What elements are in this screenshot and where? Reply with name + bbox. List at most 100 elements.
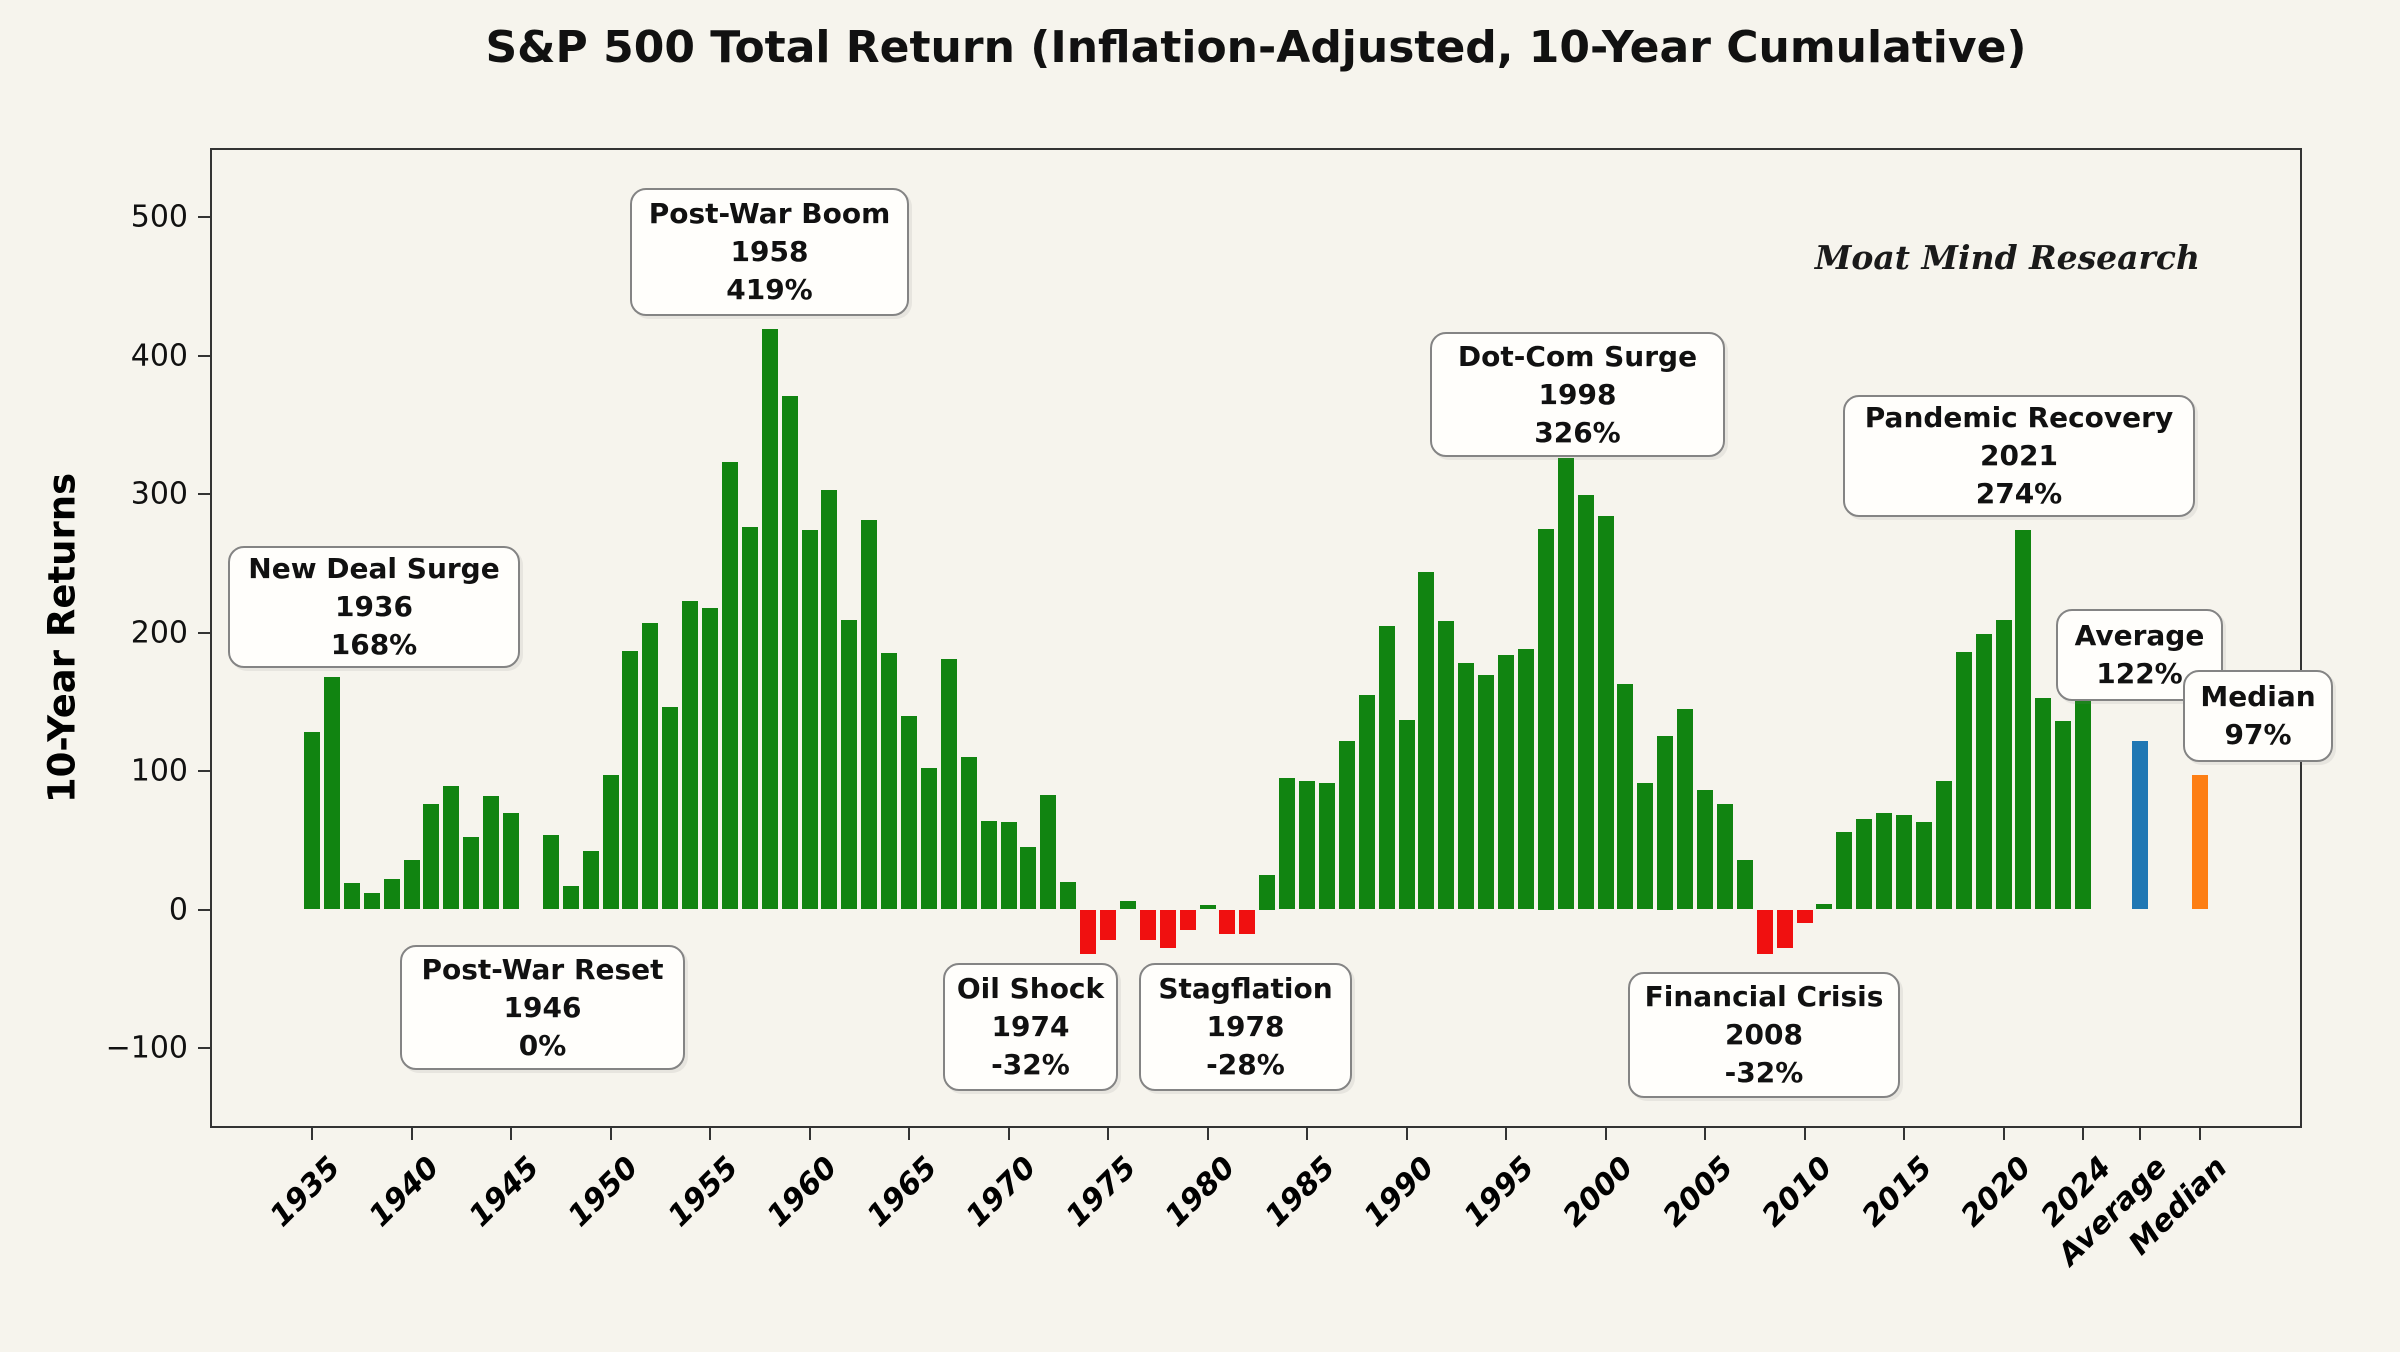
- bar-1953: [662, 707, 679, 910]
- bar-1973: [1060, 881, 1077, 910]
- x-tick-label-1945: 1945: [461, 1150, 546, 1234]
- annotation-line: Post-War Reset: [421, 952, 664, 986]
- annotation-line: Oil Shock: [956, 972, 1105, 1005]
- annotation-line: 1946: [503, 990, 582, 1024]
- bar-2002: [1637, 783, 1654, 910]
- bar-1938: [363, 892, 380, 910]
- bar-1975: [1100, 909, 1116, 940]
- y-tick-label-0: 0: [168, 892, 188, 927]
- x-tick-1980: [1206, 1128, 1209, 1140]
- annotation-line: 0%: [518, 1028, 567, 1062]
- x-tick-1985: [1306, 1128, 1308, 1140]
- bar-Average: [2131, 740, 2148, 910]
- bar-2023: [2055, 721, 2072, 910]
- x-tick-2010: [1803, 1128, 1806, 1140]
- x-tick-Median: [2198, 1128, 2201, 1140]
- bar-1998: [1557, 457, 1574, 910]
- annotation-line: -32%: [1724, 1056, 1804, 1089]
- y-tick-label-−100: −100: [105, 1030, 188, 1066]
- bar-1935: [304, 732, 320, 910]
- x-tick-label-2020: 2020: [1954, 1150, 2039, 1234]
- bar-1991: [1418, 571, 1435, 910]
- bar-1965: [901, 715, 917, 910]
- bar-1954: [682, 600, 699, 910]
- annotation-line: 419%: [726, 273, 813, 306]
- bar-1961: [821, 489, 838, 910]
- bar-1951: [622, 650, 639, 910]
- annotation-line: Median: [2200, 680, 2316, 713]
- bar-1997: [1537, 528, 1554, 910]
- bar-1959: [781, 395, 798, 910]
- bar-2000: [1597, 516, 1614, 910]
- annotation-line: 2021: [1980, 439, 2058, 472]
- bar-Median: [2191, 775, 2208, 910]
- x-tick-Average: [2138, 1128, 2141, 1140]
- x-tick-label-1955: 1955: [660, 1150, 745, 1234]
- bar-2015: [1896, 815, 1912, 910]
- x-tick-2000: [1604, 1128, 1607, 1140]
- chart-title: S&P 500 Total Return (Inflation-Adjusted…: [485, 22, 2027, 73]
- bar-1958: [761, 329, 778, 910]
- x-tick-label-2015: 2015: [1854, 1150, 1939, 1234]
- bar-2001: [1617, 683, 1634, 910]
- bar-1937: [343, 883, 360, 910]
- x-tick-label-1990: 1990: [1357, 1150, 1442, 1234]
- bar-1955: [702, 607, 718, 910]
- x-tick-1970: [1007, 1128, 1010, 1140]
- y-tick-200: [198, 631, 210, 634]
- watermark-text: Moat Mind Research: [1814, 238, 2200, 277]
- bar-2024: [2075, 697, 2092, 910]
- bar-1988: [1358, 694, 1375, 910]
- bar-2008: [1756, 909, 1773, 954]
- bar-1981: [1219, 909, 1236, 935]
- annotation-line: 2008: [1725, 1018, 1803, 1051]
- y-tick-100: [198, 770, 210, 772]
- x-tick-label-1940: 1940: [362, 1150, 447, 1234]
- annotation-new-deal-surge: New Deal Surge 1936 168%: [228, 546, 520, 668]
- x-tick-1990: [1405, 1128, 1408, 1140]
- bar-2010: [1796, 909, 1813, 924]
- x-tick-1995: [1505, 1128, 1507, 1140]
- bar-1990: [1398, 719, 1415, 910]
- bar-2018: [1955, 651, 1972, 910]
- annotation-dot-com-surge: Dot-Com Surge 1998 326%: [1430, 332, 1725, 457]
- bar-1995: [1498, 654, 1514, 910]
- annotation-line: 326%: [1534, 415, 1621, 449]
- bar-1976: [1119, 901, 1136, 910]
- y-tick-400: [198, 354, 210, 357]
- x-tick-1940: [410, 1128, 413, 1140]
- annotation-line: 1998: [1538, 377, 1617, 411]
- x-tick-label-1970: 1970: [959, 1150, 1044, 1234]
- y-tick-−100: [198, 1047, 210, 1049]
- bar-1972: [1040, 794, 1057, 910]
- y-tick-label-100: 100: [130, 753, 188, 789]
- bar-1962: [841, 620, 858, 910]
- bar-1969: [980, 820, 997, 910]
- bar-1942: [443, 786, 460, 910]
- bar-1978: [1159, 909, 1176, 949]
- annotation-line: Dot-Com Surge: [1457, 339, 1698, 373]
- x-tick-1955: [709, 1128, 711, 1140]
- bar-2003: [1657, 736, 1674, 910]
- y-tick-label-500: 500: [130, 199, 188, 235]
- bar-1952: [642, 622, 659, 910]
- bar-1980: [1199, 905, 1216, 910]
- annotation-line: 168%: [330, 628, 418, 661]
- bar-2006: [1716, 804, 1733, 910]
- y-tick-500: [198, 216, 210, 218]
- bar-1968: [960, 757, 977, 910]
- x-tick-2020: [2002, 1128, 2005, 1140]
- y-tick-0: [198, 908, 210, 911]
- annotation-line: 274%: [1975, 477, 2063, 510]
- bar-2007: [1736, 859, 1753, 910]
- x-tick-1945: [510, 1128, 512, 1140]
- bar-1950: [602, 775, 619, 910]
- x-tick-label-1985: 1985: [1257, 1150, 1342, 1234]
- bar-1992: [1438, 621, 1455, 910]
- x-tick-2005: [1704, 1128, 1706, 1140]
- bar-1936: [323, 676, 340, 910]
- bar-1994: [1478, 675, 1495, 910]
- annotation-stagflation: Stagflation 1978 -28%: [1139, 963, 1352, 1091]
- bar-1983: [1259, 874, 1276, 910]
- x-tick-label-2005: 2005: [1655, 1150, 1740, 1234]
